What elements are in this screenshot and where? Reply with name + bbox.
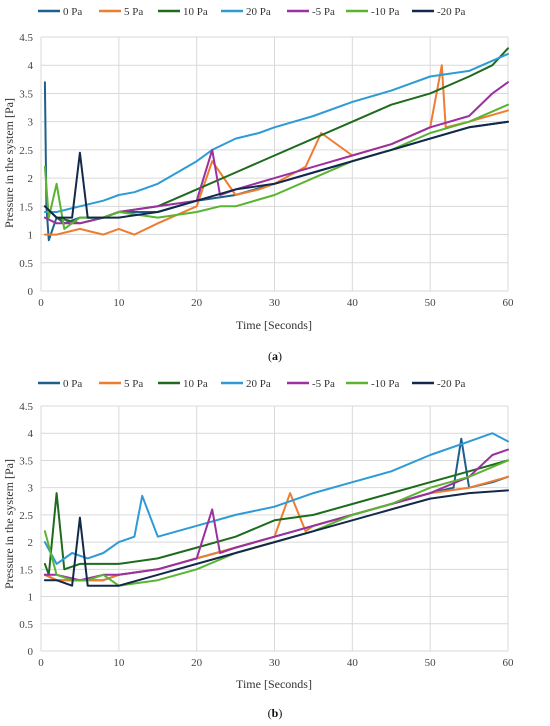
y-tick-label-b: 0 — [28, 646, 34, 658]
x-tick-label-a: 20 — [191, 297, 203, 309]
y-tick-label-b: 3.5 — [19, 455, 33, 467]
y-tick-label-b: 2.5 — [19, 510, 33, 522]
legend-label-b-1: 5 Pa — [124, 378, 143, 390]
x-tick-label-b: 50 — [425, 657, 437, 669]
legend-label-b-3: 20 Pa — [246, 378, 271, 390]
legend-label-a-5: -10 Pa — [371, 6, 400, 18]
y-tick-label-b: 4 — [28, 428, 34, 440]
y-tick-label-b: 4.5 — [19, 401, 33, 413]
series-line-b-5 — [43, 459, 509, 587]
series-line-a-5 — [43, 103, 509, 230]
legend-label-a-0: 0 Pa — [63, 6, 82, 18]
series-line-b-0 — [43, 437, 509, 582]
caption-letter-b: b — [272, 706, 279, 720]
y-axis-title-b: Pressure in the system [Pa] — [2, 459, 16, 589]
x-tick-label-b: 20 — [191, 657, 203, 669]
legend-b: 0 Pa 5 Pa 10 Pa 20 Pa -5 Pa -10 Pa -20 Pa — [38, 378, 466, 390]
x-tick-label-a: 30 — [269, 297, 281, 309]
chart-panel-a: 0 Pa 5 Pa 10 Pa 20 Pa -5 Pa -10 Pa -20 Pa 0 0.5… — [2, 6, 514, 363]
x-tick-label-a: 60 — [503, 297, 515, 309]
series-line-b-3 — [43, 432, 509, 565]
legend-label-a-6: -20 Pa — [437, 6, 466, 18]
legend-label-b-4: -5 Pa — [312, 378, 335, 390]
legend-label-b-2: 10 Pa — [183, 378, 208, 390]
y-tick-label-b: 0.5 — [19, 619, 33, 631]
y-tick-label-a: 3.5 — [19, 88, 33, 100]
legend-label-a-1: 5 Pa — [124, 6, 143, 18]
series-line-a-4 — [43, 81, 509, 225]
series-line-a-1 — [43, 64, 509, 236]
x-tick-label-b: 0 — [38, 657, 44, 669]
y-tick-label-b: 3 — [28, 483, 34, 495]
y-tick-label-a: 4 — [28, 60, 34, 72]
x-tick-label-b: 60 — [503, 657, 515, 669]
x-tick-label-b: 40 — [347, 657, 359, 669]
series-line-b-6 — [43, 489, 509, 587]
series-line-b-2 — [43, 459, 509, 576]
series-lines-a — [43, 47, 509, 242]
series-line-a-6 — [43, 120, 509, 219]
x-axis-title-b: Time [Seconds] — [236, 677, 312, 691]
caption-a: (a) — [268, 349, 282, 363]
legend-label-a-2: 10 Pa — [183, 6, 208, 18]
legend-label-b-0: 0 Pa — [63, 378, 82, 390]
y-tick-labels-a: 0 0.5 1 1.5 2 2.5 3 3.5 4 4.5 — [19, 32, 33, 298]
chart-panel-b: 0 Pa 5 Pa 10 Pa 20 Pa -5 Pa -10 Pa -20 Pa 0 0.5… — [2, 378, 514, 720]
legend-label-a-4: -5 Pa — [312, 6, 335, 18]
x-tick-label-b: 30 — [269, 657, 281, 669]
y-tick-label-a: 1 — [28, 230, 34, 242]
series-line-a-0 — [43, 81, 509, 242]
y-tick-label-a: 2.5 — [19, 145, 33, 157]
series-line-a-3 — [43, 52, 509, 213]
legend-label-b-6: -20 Pa — [437, 378, 466, 390]
legend-label-a-3: 20 Pa — [246, 6, 271, 18]
x-tick-label-a: 10 — [113, 297, 125, 309]
gridlines-b — [40, 405, 509, 652]
y-tick-labels-b: 0 0.5 1 1.5 2 2.5 3 3.5 4 4.5 — [19, 401, 33, 658]
y-tick-label-b: 2 — [28, 537, 34, 549]
y-tick-label-a: 0.5 — [19, 258, 33, 270]
y-tick-label-a: 1.5 — [19, 201, 33, 213]
y-tick-label-b: 1.5 — [19, 564, 33, 576]
y-axis-title-a: Pressure in the system [Pa] — [2, 98, 16, 228]
x-axis-title-a: Time [Seconds] — [236, 318, 312, 332]
gridlines-a — [40, 36, 509, 292]
y-tick-label-a: 2 — [28, 173, 34, 185]
y-tick-label-a: 4.5 — [19, 32, 33, 44]
y-tick-label-a: 0 — [28, 286, 34, 298]
x-tick-label-b: 10 — [113, 657, 125, 669]
x-tick-labels-a: 0 10 20 30 40 50 60 — [38, 297, 514, 309]
x-tick-label-a: 40 — [347, 297, 359, 309]
x-tick-labels-b: 0 10 20 30 40 50 60 — [38, 657, 514, 669]
legend-label-b-5: -10 Pa — [371, 378, 400, 390]
caption-letter-a: a — [272, 349, 278, 363]
caption-b: (b) — [268, 706, 283, 720]
x-tick-label-a: 0 — [38, 297, 44, 309]
x-tick-label-a: 50 — [425, 297, 437, 309]
y-tick-label-a: 3 — [28, 117, 34, 129]
series-lines-b — [43, 432, 509, 587]
legend-a: 0 Pa 5 Pa 10 Pa 20 Pa -5 Pa -10 Pa -20 Pa — [38, 6, 466, 18]
y-tick-label-b: 1 — [28, 592, 34, 604]
